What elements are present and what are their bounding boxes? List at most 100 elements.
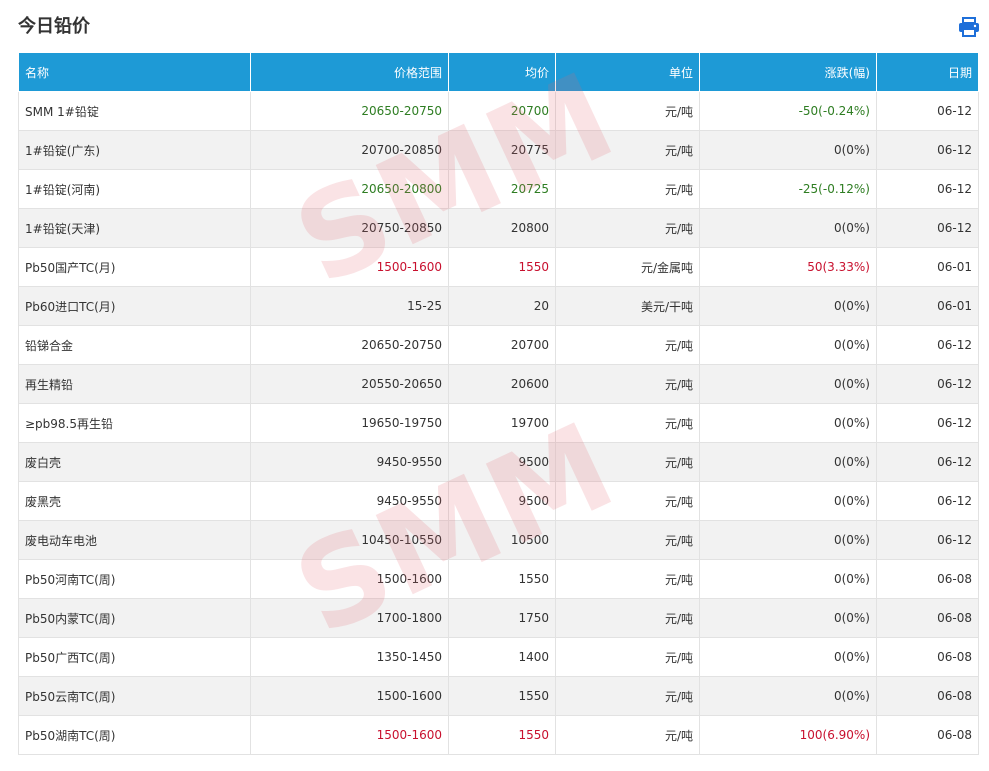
cell-unit: 元/吨: [555, 559, 700, 599]
cell-name: Pb50河南TC(周): [18, 559, 251, 599]
table-row: 废电动车电池 10450-10550 10500 元/吨 0(0%) 06-12: [18, 520, 979, 560]
cell-unit: 元/吨: [555, 91, 700, 131]
cell-date: 06-12: [876, 481, 979, 521]
cell-avg-price: 19700: [448, 403, 556, 443]
cell-name: Pb50广西TC(周): [18, 637, 251, 677]
cell-change: 50(3.33%): [699, 247, 877, 287]
cell-name: ≥pb98.5再生铅: [18, 403, 251, 443]
cell-unit: 元/吨: [555, 637, 700, 677]
cell-date: 06-01: [876, 247, 979, 287]
table-row: Pb50河南TC(周) 1500-1600 1550 元/吨 0(0%) 06-08: [18, 559, 979, 599]
table-row: Pb50国产TC(月) 1500-1600 1550 元/金属吨 50(3.33%) 06…: [18, 247, 979, 287]
cell-name: 再生精铅: [18, 364, 251, 404]
cell-name: 废电动车电池: [18, 520, 251, 560]
cell-unit: 美元/干吨: [555, 286, 700, 326]
cell-avg-price: 20800: [448, 208, 556, 248]
cell-price-range: 1350-1450: [250, 637, 449, 677]
table-row: Pb50广西TC(周) 1350-1450 1400 元/吨 0(0%) 06-08: [18, 637, 979, 677]
cell-change: 0(0%): [699, 481, 877, 521]
print-button[interactable]: [958, 17, 980, 37]
cell-name: Pb60进口TC(月): [18, 286, 251, 326]
cell-avg-price: 20700: [448, 91, 556, 131]
cell-price-range: 9450-9550: [250, 442, 449, 482]
cell-unit: 元/吨: [555, 364, 700, 404]
cell-price-range: 20650-20750: [250, 325, 449, 365]
cell-avg-price: 1400: [448, 637, 556, 677]
table-row: ≥pb98.5再生铅 19650-19750 19700 元/吨 0(0%) 06-12: [18, 403, 979, 443]
cell-change: 0(0%): [699, 325, 877, 365]
table-row: Pb50湖南TC(周) 1500-1600 1550 元/吨 100(6.90%) 06-…: [18, 715, 979, 755]
cell-avg-price: 20: [448, 286, 556, 326]
cell-change: 100(6.90%): [699, 715, 877, 755]
header-range: 价格范围: [250, 52, 449, 92]
cell-avg-price: 1550: [448, 715, 556, 755]
table-row: SMM 1#铅锭 20650-20750 20700 元/吨 -50(-0.24%) 06…: [18, 91, 979, 131]
header-change: 涨跌(幅): [699, 52, 877, 92]
cell-price-range: 1500-1600: [250, 676, 449, 716]
table-row: 1#铅锭(广东) 20700-20850 20775 元/吨 0(0%) 06-12: [18, 130, 979, 170]
cell-unit: 元/吨: [555, 208, 700, 248]
cell-date: 06-08: [876, 637, 979, 677]
cell-change: 0(0%): [699, 637, 877, 677]
cell-change: 0(0%): [699, 442, 877, 482]
cell-name: 废白壳: [18, 442, 251, 482]
cell-name: SMM 1#铅锭: [18, 91, 251, 131]
table-row: 废白壳 9450-9550 9500 元/吨 0(0%) 06-12: [18, 442, 979, 482]
header-name: 名称: [18, 52, 251, 92]
cell-date: 06-12: [876, 130, 979, 170]
cell-change: -50(-0.24%): [699, 91, 877, 131]
cell-change: 0(0%): [699, 130, 877, 170]
table-row: Pb50云南TC(周) 1500-1600 1550 元/吨 0(0%) 06-08: [18, 676, 979, 716]
cell-avg-price: 20725: [448, 169, 556, 209]
cell-price-range: 1500-1600: [250, 247, 449, 287]
header-avg: 均价: [448, 52, 556, 92]
cell-price-range: 1700-1800: [250, 598, 449, 638]
cell-change: -25(-0.12%): [699, 169, 877, 209]
cell-unit: 元/吨: [555, 403, 700, 443]
cell-date: 06-12: [876, 169, 979, 209]
cell-date: 06-08: [876, 598, 979, 638]
cell-price-range: 20550-20650: [250, 364, 449, 404]
cell-name: Pb50湖南TC(周): [18, 715, 251, 755]
cell-name: 1#铅锭(天津): [18, 208, 251, 248]
cell-name: Pb50内蒙TC(周): [18, 598, 251, 638]
cell-price-range: 19650-19750: [250, 403, 449, 443]
header-unit: 单位: [555, 52, 700, 92]
cell-date: 06-12: [876, 520, 979, 560]
cell-change: 0(0%): [699, 520, 877, 560]
table-row: 1#铅锭(河南) 20650-20800 20725 元/吨 -25(-0.12%) 06…: [18, 169, 979, 209]
cell-avg-price: 9500: [448, 442, 556, 482]
cell-avg-price: 1750: [448, 598, 556, 638]
cell-name: 铅锑合金: [18, 325, 251, 365]
cell-change: 0(0%): [699, 208, 877, 248]
cell-price-range: 9450-9550: [250, 481, 449, 521]
cell-avg-price: 1550: [448, 247, 556, 287]
cell-change: 0(0%): [699, 676, 877, 716]
cell-avg-price: 20700: [448, 325, 556, 365]
cell-price-range: 10450-10550: [250, 520, 449, 560]
cell-price-range: 15-25: [250, 286, 449, 326]
cell-change: 0(0%): [699, 364, 877, 404]
cell-date: 06-08: [876, 559, 979, 599]
cell-date: 06-12: [876, 91, 979, 131]
cell-name: 1#铅锭(广东): [18, 130, 251, 170]
cell-unit: 元/吨: [555, 520, 700, 560]
cell-name: 1#铅锭(河南): [18, 169, 251, 209]
cell-name: Pb50云南TC(周): [18, 676, 251, 716]
cell-unit: 元/吨: [555, 481, 700, 521]
table-row: 再生精铅 20550-20650 20600 元/吨 0(0%) 06-12: [18, 364, 979, 404]
table-row: 铅锑合金 20650-20750 20700 元/吨 0(0%) 06-12: [18, 325, 979, 365]
cell-name: 废黑壳: [18, 481, 251, 521]
cell-unit: 元/吨: [555, 676, 700, 716]
table-row: 1#铅锭(天津) 20750-20850 20800 元/吨 0(0%) 06-12: [18, 208, 979, 248]
cell-unit: 元/金属吨: [555, 247, 700, 287]
cell-unit: 元/吨: [555, 442, 700, 482]
cell-avg-price: 9500: [448, 481, 556, 521]
cell-unit: 元/吨: [555, 598, 700, 638]
cell-price-range: 20650-20800: [250, 169, 449, 209]
cell-price-range: 20700-20850: [250, 130, 449, 170]
cell-price-range: 20650-20750: [250, 91, 449, 131]
page-title: 今日铅价: [18, 16, 90, 37]
cell-date: 06-08: [876, 676, 979, 716]
cell-price-range: 20750-20850: [250, 208, 449, 248]
